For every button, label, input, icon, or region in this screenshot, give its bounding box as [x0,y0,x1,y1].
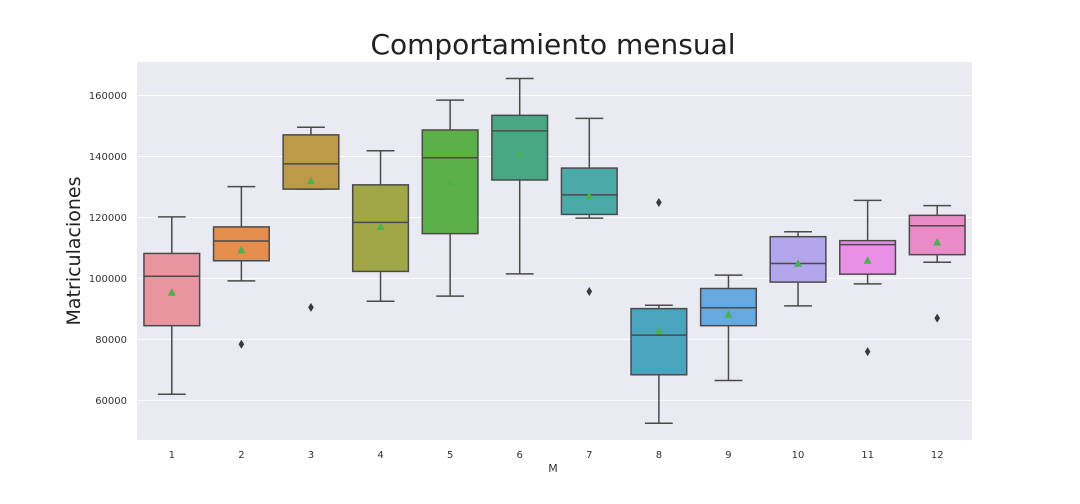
mean-marker [585,191,594,200]
x-tick-label: 6 [517,450,523,461]
y-tick-label: 60000 [95,396,127,407]
box-2 [212,185,270,349]
mean-marker [654,326,663,335]
box-11 [839,199,897,357]
box-iqr [491,114,549,181]
box-9 [699,274,758,382]
outlier-point [308,302,314,312]
y-axis-label: Matriculaciones [63,177,85,326]
x-tick-label: 12 [931,450,944,461]
y-tick-label: 160000 [89,91,127,102]
mean-marker [237,245,246,254]
box-iqr [769,235,827,283]
mean-marker [446,177,455,186]
x-tick-label: 4 [377,450,383,461]
plot-area [137,62,972,440]
x-tick-label: 8 [656,450,662,461]
box-7 [560,117,618,297]
y-tick-label: 100000 [89,274,127,285]
box-1 [143,216,201,396]
mean-marker [515,149,524,158]
box-5 [421,99,479,297]
x-tick-label: 7 [586,450,592,461]
chart-title: Comportamiento mensual [370,28,735,61]
box-6 [491,77,549,275]
outlier-point [586,287,593,297]
box-8 [630,198,688,424]
box-3 [282,126,340,312]
box-10 [769,231,827,307]
outlier-point [864,347,871,357]
box-iqr [560,167,618,216]
mean-marker [724,310,733,318]
box-12 [908,204,966,323]
mean-marker [863,256,872,264]
x-tick-label: 3 [308,450,314,461]
mean-marker [306,176,315,185]
x-tick-label: 11 [861,450,874,461]
x-tick-label: 9 [725,450,731,461]
mean-marker [376,222,385,230]
y-tick-labels: 60000 80000 100000 120000 140000 160000 [89,91,127,407]
mean-marker [794,259,803,267]
mean-marker [167,288,176,296]
box-iqr [630,307,688,376]
outlier-point [934,313,941,323]
x-tick-labels: 1 2 3 4 5 6 7 8 9 10 11 12 [169,450,944,461]
box-4 [351,149,410,303]
y-tick-label: 140000 [89,152,127,163]
x-axis-label: M [548,462,558,475]
outlier-point [238,339,245,349]
y-tick-label: 120000 [89,213,127,224]
y-tick-label: 80000 [95,335,127,346]
x-tick-label: 2 [238,450,244,461]
outlier-point [656,198,662,208]
grid-lines [137,95,972,401]
box-iqr [212,226,270,262]
mean-marker [933,237,942,246]
x-tick-label: 5 [447,450,453,461]
x-tick-label: 1 [169,450,175,461]
x-tick-label: 10 [792,450,805,461]
box-iqr [908,214,966,256]
boxes-group [143,77,966,424]
